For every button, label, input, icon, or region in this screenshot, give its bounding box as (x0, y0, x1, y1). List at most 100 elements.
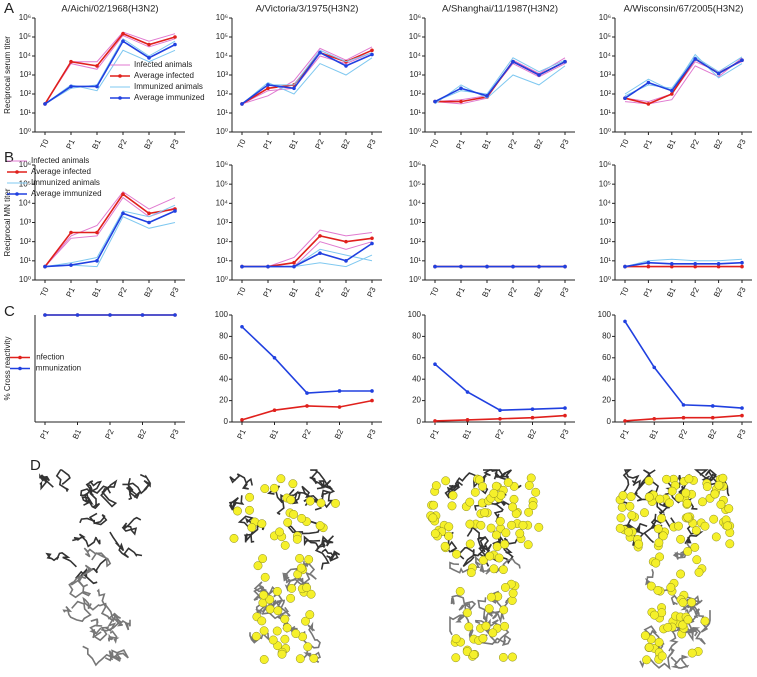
x-tick-label: B2 (532, 137, 545, 150)
data-point (344, 64, 348, 68)
data-point (266, 264, 270, 269)
epitope-atom (640, 508, 649, 518)
epitope-atom (667, 486, 677, 496)
x-tick-label: P2 (677, 427, 690, 440)
series-line (241, 46, 373, 105)
epitope-atom (303, 642, 313, 652)
data-point (147, 211, 151, 216)
epitope-atom (288, 479, 298, 489)
epitope-atom (684, 474, 694, 484)
data-point (740, 260, 744, 265)
data-point (266, 86, 270, 91)
y-tick-label: 10¹ (216, 108, 228, 117)
epitope-atom (466, 568, 476, 578)
x-tick-label: P1 (64, 285, 77, 298)
data-point (710, 404, 715, 408)
y-tick-label: 80 (412, 332, 421, 341)
epitope-atom (531, 487, 541, 497)
backbone (309, 469, 326, 485)
data-point (69, 59, 73, 64)
epitope-atom (617, 502, 627, 512)
backbone (92, 614, 122, 642)
backbone (101, 617, 131, 632)
epitope-atom (678, 598, 688, 608)
data-point (292, 86, 296, 91)
y-tick-label: 10⁴ (216, 51, 229, 60)
data-point (370, 398, 374, 403)
x-tick-label: B2 (339, 137, 352, 150)
y-tick-label: 20 (412, 396, 421, 405)
epitope-atom (523, 540, 533, 550)
x-tick-label: T0 (236, 137, 248, 150)
series-line (241, 52, 373, 105)
epitope-atom (291, 629, 301, 639)
panel-label: B (4, 149, 14, 166)
series-line (44, 38, 176, 105)
backbone (100, 479, 118, 508)
y-tick-label: 10¹ (409, 256, 421, 265)
epitope-atom (430, 529, 440, 539)
data-point (337, 389, 342, 393)
data-point (266, 83, 270, 87)
backbone (259, 586, 286, 611)
epitope-atom (441, 476, 451, 486)
backbone (80, 488, 101, 510)
backbone (229, 473, 253, 490)
epitope-atom (295, 654, 305, 664)
epitope-atom (292, 534, 302, 544)
data-point (563, 413, 567, 418)
epitope-atom (698, 497, 707, 507)
data-point (95, 259, 99, 263)
epitope-atom (618, 491, 628, 500)
y-tick-label: 10² (19, 89, 31, 98)
epitope-atom (646, 581, 656, 591)
data-point (681, 415, 686, 420)
x-tick-label: B1 (287, 285, 300, 298)
backbone (228, 495, 245, 512)
data-point (498, 408, 502, 413)
epitope-atom (691, 526, 701, 535)
epitope-atom (451, 634, 461, 644)
epitope-atom (305, 610, 315, 620)
epitope-atom (440, 541, 450, 551)
epitope-atom (500, 583, 510, 592)
data-point (173, 209, 177, 213)
x-tick-label: P3 (735, 427, 748, 440)
data-point (43, 264, 47, 269)
data-point (716, 264, 721, 269)
epitope-atom (259, 655, 269, 664)
y-tick-label: 10⁵ (19, 32, 31, 41)
x-tick-label: B1 (287, 137, 300, 150)
epitope-atom (644, 492, 654, 502)
epitope-atom (295, 553, 305, 563)
backbone (55, 469, 71, 492)
epitope-atom (491, 530, 501, 540)
epitope-atom (663, 622, 673, 632)
epitope-atom (257, 519, 267, 529)
data-point (305, 391, 309, 395)
x-tick-label: P3 (365, 137, 378, 150)
y-tick-label: 10² (599, 237, 611, 246)
y-tick-label: 10⁵ (19, 179, 31, 188)
epitope-atom (283, 518, 293, 527)
epitope-atom (276, 474, 286, 484)
backbone (109, 531, 143, 559)
y-tick-label: 10⁶ (599, 160, 611, 169)
x-tick-label: B1 (648, 427, 661, 440)
legend-label: Immunized animals (31, 178, 100, 187)
data-point (140, 313, 145, 317)
data-point (240, 324, 244, 329)
x-tick-label: B2 (532, 285, 545, 298)
y-tick-label: 60 (602, 353, 611, 362)
data-point (623, 419, 627, 423)
epitope-atom (664, 498, 674, 508)
x-tick-label: P1 (38, 427, 51, 440)
epitope-atom (714, 480, 724, 490)
legend-label: Infection (34, 353, 64, 362)
data-point (69, 84, 73, 89)
epitope-atom (709, 514, 719, 524)
epitope-atom (681, 488, 691, 498)
epitope-atom (229, 533, 239, 543)
epitope-atom (644, 476, 654, 486)
epitope-atom (687, 648, 697, 658)
